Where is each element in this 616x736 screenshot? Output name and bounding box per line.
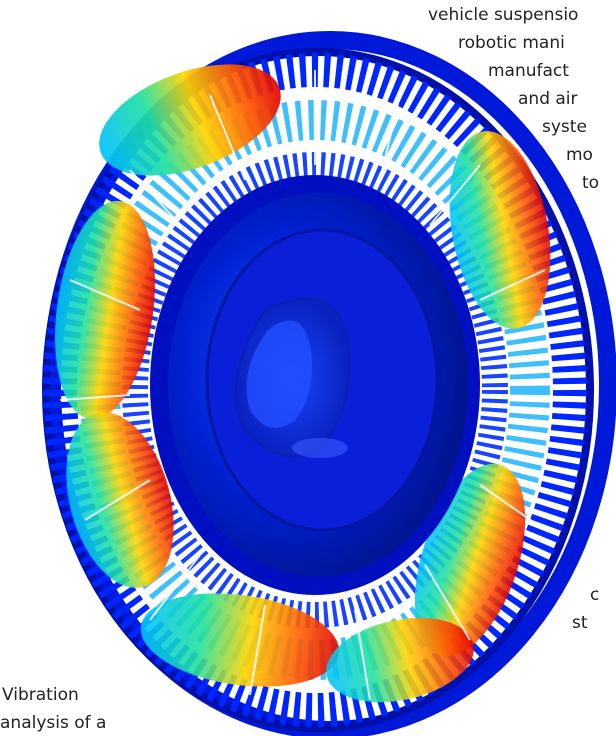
text-line-4: and air <box>518 89 578 109</box>
text-line-3: manufact <box>488 61 569 81</box>
caption-line-2: analysis of a <box>0 713 107 733</box>
stress-hotspots <box>55 64 551 703</box>
text-line-2: robotic mani <box>458 33 565 53</box>
text-line-8: c <box>590 585 600 605</box>
text-line-9: st <box>572 613 588 633</box>
text-line-6: mo <box>566 145 593 165</box>
caption-line-1: Vibration <box>2 685 79 705</box>
text-line-7: to <box>582 173 600 193</box>
text-line-5: syste <box>542 117 587 137</box>
blade-gaps <box>59 70 571 701</box>
text-line-1: vehicle suspensio <box>428 5 579 25</box>
